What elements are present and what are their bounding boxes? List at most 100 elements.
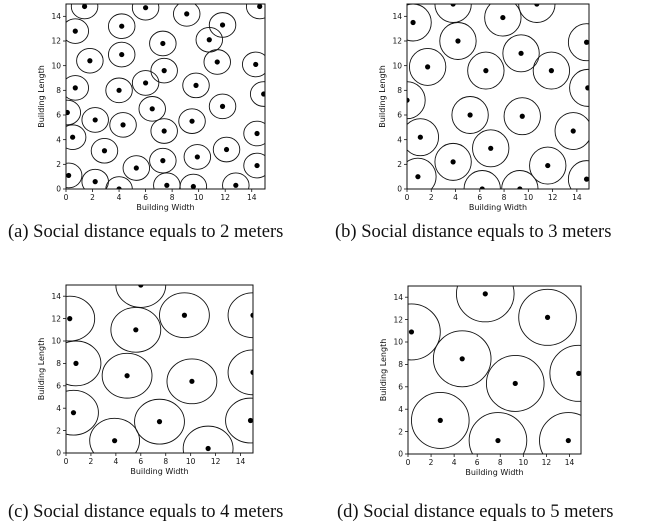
x-tick-label: 6: [475, 458, 480, 467]
person-point: [479, 186, 485, 189]
person-point: [92, 117, 98, 123]
person-point: [467, 112, 473, 118]
distance-circle: [529, 146, 567, 185]
distance-circle: [66, 389, 99, 436]
y-tick-label: 4: [398, 405, 403, 414]
distance-circle: [249, 81, 265, 107]
person-point: [545, 162, 551, 169]
distance-circle: [149, 30, 177, 57]
y-axis-label: Building Length: [37, 65, 46, 128]
distance-circle: [467, 51, 505, 90]
distance-circle: [203, 49, 231, 75]
person-point: [437, 417, 443, 423]
person-point: [488, 145, 494, 151]
distance-circle: [549, 344, 581, 402]
x-tick-label: 8: [498, 458, 503, 467]
y-tick-label: 14: [393, 293, 403, 302]
distance-circle: [89, 417, 140, 453]
distance-circle: [66, 99, 82, 126]
person-point: [219, 22, 226, 28]
person-point: [583, 39, 589, 45]
distance-circle: [472, 129, 510, 168]
person-point: [143, 5, 149, 11]
distance-circle: [411, 391, 470, 449]
distance-circle: [66, 162, 83, 189]
person-point: [415, 174, 421, 180]
distance-circle: [243, 152, 265, 179]
x-tick-label: 12: [220, 193, 230, 202]
person-point: [219, 103, 226, 109]
y-tick-label: 12: [392, 37, 402, 46]
plot-area: [408, 286, 581, 454]
x-tick-label: 10: [194, 193, 204, 202]
x-tick-label: 2: [89, 457, 94, 466]
person-point: [189, 378, 195, 384]
person-point: [565, 437, 571, 444]
panel-d: 0 2 4 6 8 10 12 14 0 2 4 6 8 10 12 14 Building Width Buil…: [325, 262, 650, 525]
y-tick-label: 4: [56, 135, 61, 144]
distance-circle: [108, 13, 136, 39]
person-point: [156, 419, 163, 425]
distance-circle: [66, 340, 102, 387]
person-point: [193, 82, 199, 88]
person-point: [72, 28, 78, 34]
x-tick-label: 6: [138, 457, 143, 466]
distance-circle: [225, 397, 253, 444]
plot-frame: [406, 3, 590, 190]
person-point: [66, 109, 70, 116]
person-point: [66, 172, 72, 179]
person-point: [87, 58, 93, 64]
y-tick-label: 14: [51, 292, 61, 301]
y-tick-label: 12: [393, 315, 403, 324]
person-point: [544, 314, 551, 320]
person-point: [223, 146, 230, 153]
x-axis-label: Building Width: [469, 203, 527, 212]
distance-circle: [518, 4, 556, 23]
distance-circle: [567, 23, 589, 62]
x-tick-label: 0: [64, 457, 69, 466]
person-point: [124, 373, 130, 379]
x-tick-label: 0: [405, 193, 410, 202]
distance-circle: [105, 176, 133, 189]
x-tick-label: 4: [113, 457, 118, 466]
y-tick-label: 4: [397, 135, 402, 144]
distance-circle: [110, 306, 162, 353]
caption-d: (d) Social distance equals to 5 meters: [337, 502, 614, 522]
y-tick-label: 10: [393, 338, 403, 347]
person-point: [81, 4, 88, 10]
panel-b: 0 2 4 6 8 10 12 14 0 2 4 6 8 10 12 14 Building Width Buil…: [325, 0, 650, 262]
distance-circle: [484, 4, 522, 37]
y-tick-label: 6: [56, 382, 61, 391]
person-point: [459, 356, 465, 362]
distance-circle: [66, 295, 96, 342]
y-tick-label: 6: [56, 111, 61, 120]
person-point: [483, 68, 489, 74]
y-axis-label: Building Length: [378, 65, 387, 128]
x-tick-label: 12: [211, 457, 221, 466]
distance-circle: [150, 118, 178, 144]
person-point: [518, 50, 524, 56]
person-point: [119, 51, 125, 58]
person-point: [254, 162, 260, 169]
caption-c: (c) Social distance equals to 4 meters: [8, 502, 284, 522]
distance-circle: [434, 142, 472, 181]
distance-circle: [81, 107, 109, 133]
y-tick-label: 6: [397, 111, 402, 120]
distance-circle: [138, 96, 166, 122]
distance-circle: [501, 170, 539, 189]
person-point: [206, 37, 212, 43]
y-tick-label: 2: [56, 160, 61, 169]
x-tick-label: 2: [429, 193, 434, 202]
y-tick-label: 2: [397, 160, 402, 169]
distance-circle: [208, 93, 237, 120]
distance-circle: [408, 303, 441, 361]
person-point: [101, 148, 108, 154]
person-point: [425, 64, 431, 70]
person-point: [495, 437, 501, 444]
person-point: [585, 85, 589, 91]
x-tick-label: 4: [452, 458, 457, 467]
person-point: [482, 291, 488, 297]
person-point: [160, 158, 166, 164]
person-point: [500, 14, 506, 21]
distance-circle: [166, 358, 218, 405]
